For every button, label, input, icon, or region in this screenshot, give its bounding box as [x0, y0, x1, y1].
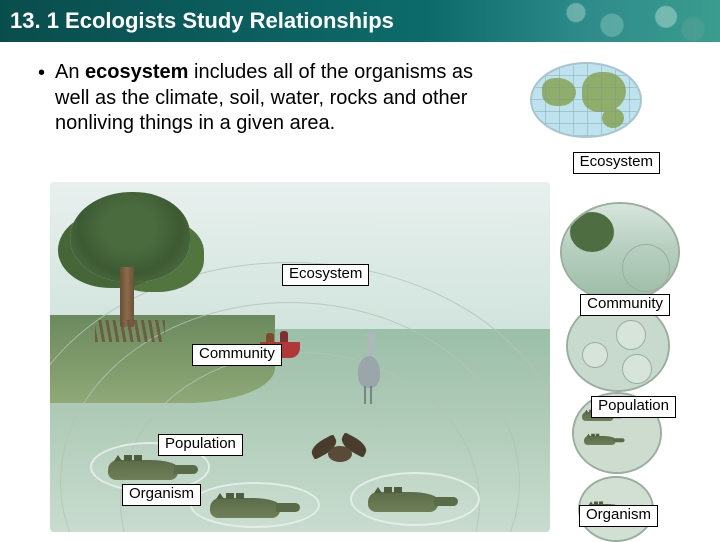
slide-title: 13. 1 Ecologists Study Relationships — [10, 8, 394, 34]
alligator-icon — [368, 492, 438, 512]
label-population-right: Population — [591, 396, 676, 418]
label-organism-right: Organism — [579, 505, 658, 527]
illustration-area: Ecosystem Ecosystem Community Community … — [50, 182, 690, 540]
inset-ecosystem — [560, 202, 680, 302]
wetland-scene — [50, 182, 550, 532]
globe-icon — [530, 62, 642, 138]
label-population-left: Population — [158, 434, 243, 456]
body-text-pre: An — [55, 61, 85, 83]
label-ecosystem-right: Ecosystem — [573, 152, 660, 174]
label-community-right: Community — [580, 294, 670, 316]
flying-bird-icon — [310, 432, 370, 476]
header-texture — [540, 0, 720, 42]
mangrove-tree — [60, 192, 200, 342]
body-text: An ecosystem includes all of the organis… — [55, 60, 475, 137]
label-ecosystem-left: Ecosystem — [282, 264, 369, 286]
bullet-icon: • — [38, 62, 45, 85]
alligator-icon — [108, 460, 178, 480]
heron-icon — [350, 332, 386, 402]
label-organism-left: Organism — [122, 484, 201, 506]
slide-content: • An ecosystem includes all of the organ… — [0, 42, 720, 540]
label-community-left: Community — [192, 344, 282, 366]
alligator-icon — [210, 498, 280, 518]
body-text-bold: ecosystem — [85, 61, 188, 83]
slide-header: 13. 1 Ecologists Study Relationships — [0, 0, 720, 42]
